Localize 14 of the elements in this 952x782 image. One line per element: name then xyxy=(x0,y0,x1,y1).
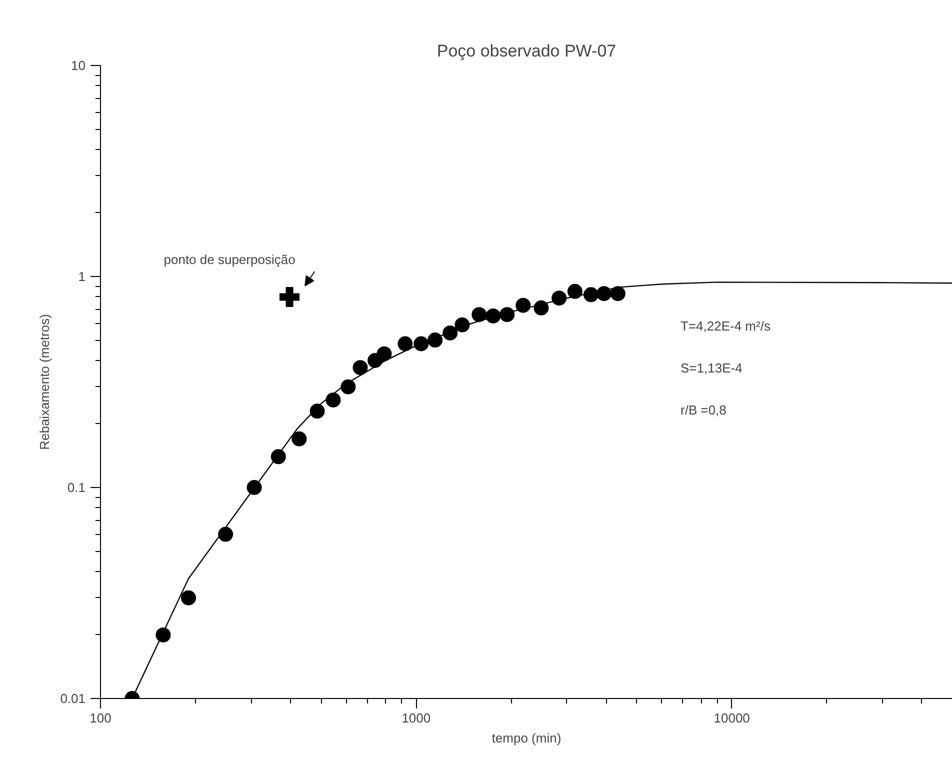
y-tick-label: 1 xyxy=(78,269,86,284)
annotation: S=1,13E-4 xyxy=(680,360,742,376)
annotation: r/B =0,8 xyxy=(680,402,726,418)
y-tick-label: 0.1 xyxy=(67,480,86,495)
y-tick-label: 10 xyxy=(71,58,86,73)
annotation: ponto de superposição xyxy=(164,252,296,267)
x-tick-label: 1000 xyxy=(402,710,431,726)
y-tick-label: 0.01 xyxy=(60,691,86,706)
chart-title: Poço observado PW-07 xyxy=(436,42,616,60)
x-tick-label: 10000 xyxy=(714,710,750,726)
y-axis-title: Rebaixamento (metros) xyxy=(37,314,52,450)
annotation: T=4,22E-4 m²/s xyxy=(680,318,771,334)
x-tick-label: 100 xyxy=(90,710,112,726)
x-axis-title: tempo (min) xyxy=(492,730,562,746)
